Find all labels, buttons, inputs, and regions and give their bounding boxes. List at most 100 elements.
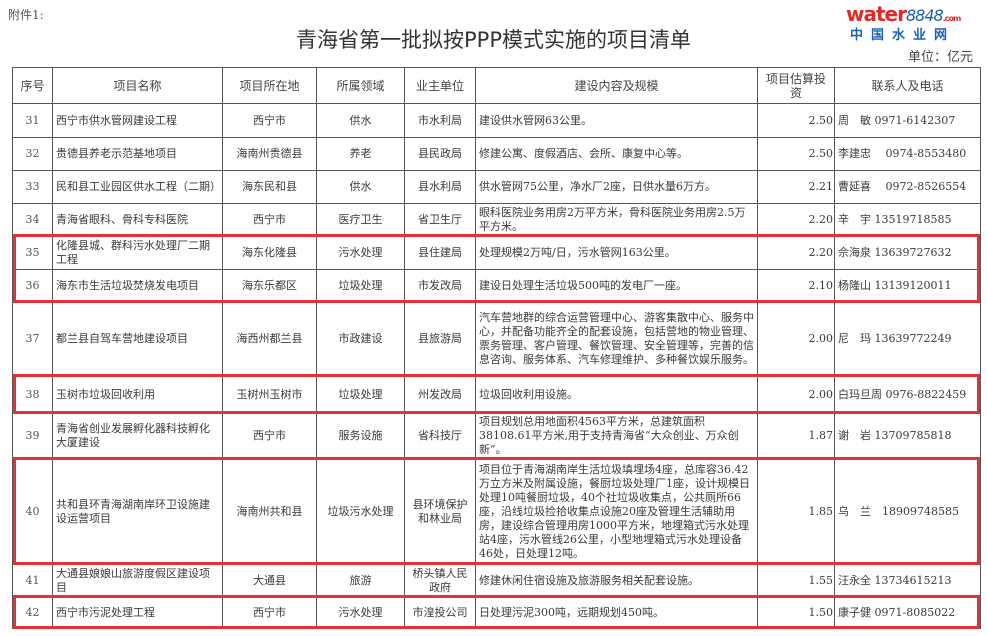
table-row: 38 玉树市垃圾回收利用 玉树州玉树市 垃圾处理 州发改局 垃圾回收利用设施。 2.00 白玛… [12, 375, 981, 414]
project-name: 都兰县自驾车营地建设项目 [52, 302, 223, 376]
project-contact: 尼 玛 13639772249 [834, 302, 981, 376]
row-number: 42 [12, 596, 53, 629]
project-content: 供水管网75公里，净水厂2座，日供水量6万方。 [475, 170, 758, 204]
project-content: 眼科医院业务用房2万平方米，骨科医院业务用房2.5万平方米。 [475, 203, 758, 236]
header-location: 项目所在地 [222, 67, 317, 104]
table-row: 35 化隆县城、群科污水处理厂二期工程 海东化隆县 污水处理 县住建局 处理规模2万吨/日… [12, 235, 981, 270]
project-field: 污水处理 [316, 235, 405, 270]
row-number: 37 [12, 302, 53, 376]
project-content: 项目位于青海湖南岸生活垃圾填埋场4座，总库容36.42万立方米及附属设施，餐厨垃… [475, 458, 758, 565]
project-field: 供水 [316, 170, 405, 204]
project-field: 垃圾污水处理 [316, 458, 405, 565]
project-name: 青海省创业发展孵化器科技孵化大厦建设 [52, 413, 223, 459]
project-investment: 2.20 [757, 235, 835, 270]
project-field: 污水处理 [316, 596, 405, 629]
row-number: 34 [12, 203, 53, 236]
project-owner: 市湟投公司 [404, 596, 476, 629]
header-name: 项目名称 [52, 67, 223, 104]
table-row: 31 西宁市供水管网建设工程 西宁市 供水 市水利局 建设供水管网63公里。 2.50 周 敏… [12, 103, 981, 138]
project-name: 玉树市垃圾回收利用 [52, 375, 223, 414]
watermark-logo: water8848.com 中国水业网 [846, 2, 982, 46]
project-content: 建设日处理生活垃圾500吨的发电厂一座。 [475, 269, 758, 303]
project-content: 日处理污泥300吨，远期规划450吨。 [475, 596, 758, 629]
project-owner: 县环境保护和林业局 [404, 458, 476, 565]
watermark-cn: 中国水业网 [850, 28, 956, 43]
table-row: 36 海东市生活垃圾焚烧发电项目 海东乐都区 垃圾处理 市发改局 建设日处理生活垃圾500… [12, 269, 981, 303]
project-investment: 1.50 [757, 596, 835, 629]
header-investment: 项目估算投资 [757, 67, 835, 104]
table-row: 34 青海省眼科、骨科专科医院 西宁市 医疗卫生 省卫生厅 眼科医院业务用房2万平方米，骨… [12, 203, 981, 236]
unit-label: 单位：亿元 [907, 50, 973, 65]
project-investment: 1.87 [757, 413, 835, 459]
project-field: 服务设施 [316, 413, 405, 459]
table-row: 37 都兰县自驾车营地建设项目 海西州都兰县 市政建设 县旅游局 汽车营地群的综合运营管理… [12, 302, 981, 376]
project-owner: 县旅游局 [404, 302, 476, 376]
project-content: 项目规划总用地面积4563平方米，总建筑面积38108.61平方米,用于支持青海… [475, 413, 758, 459]
table-row: 41 大通县娘娘山旅游度假区建设项目 大通县 旅游 桥头镇人民政府 修建休闲住宿设施及旅游… [12, 564, 981, 597]
project-investment: 2.50 [757, 137, 835, 171]
project-location: 海东民和县 [222, 170, 317, 204]
project-investment: 1.85 [757, 458, 835, 565]
project-content: 垃圾回收利用设施。 [475, 375, 758, 414]
header-field: 所属领域 [316, 67, 405, 104]
project-investment: 2.00 [757, 302, 835, 376]
project-contact: 汪永全 13734615213 [834, 564, 981, 597]
project-location: 海东乐都区 [222, 269, 317, 303]
row-number: 31 [12, 103, 53, 138]
project-contact: 辛 宇 13519718585 [834, 203, 981, 236]
project-owner: 县水利局 [404, 170, 476, 204]
project-contact: 佘海泉 13639727632 [834, 235, 981, 270]
table-row: 33 民和县工业园区供水工程（二期） 海东民和县 供水 县水利局 供水管网75公里，净水厂… [12, 170, 981, 204]
project-owner: 省科技厅 [404, 413, 476, 459]
project-field: 市政建设 [316, 302, 405, 376]
project-owner: 县民政局 [404, 137, 476, 171]
row-number: 39 [12, 413, 53, 459]
project-location: 玉树州玉树市 [222, 375, 317, 414]
header-seq: 序号 [12, 67, 53, 104]
project-location: 西宁市 [222, 103, 317, 138]
table-row: 32 贵德县养老示范基地项目 海南州贵德县 养老 县民政局 修建公寓、度假酒店、会所、康复… [12, 137, 981, 171]
row-number: 33 [12, 170, 53, 204]
project-location: 大通县 [222, 564, 317, 597]
project-content: 建设供水管网63公里。 [475, 103, 758, 138]
project-name: 贵德县养老示范基地项目 [52, 137, 223, 171]
project-contact: 李建忠 0974-8553480 [834, 137, 981, 171]
project-content: 修建公寓、度假酒店、会所、康复中心等。 [475, 137, 758, 171]
project-owner: 州发改局 [404, 375, 476, 414]
watermark-brand: water8848.com [846, 2, 961, 26]
project-investment: 1.55 [757, 564, 835, 597]
project-contact: 康子健 0971-8085022 [834, 596, 981, 629]
row-number: 40 [12, 458, 53, 565]
row-number: 38 [12, 375, 53, 414]
project-name: 西宁市供水管网建设工程 [52, 103, 223, 138]
project-name: 西宁市污泥处理工程 [52, 596, 223, 629]
project-location: 西宁市 [222, 596, 317, 629]
row-number: 41 [12, 564, 53, 597]
row-number: 36 [12, 269, 53, 303]
row-number: 35 [12, 235, 53, 270]
table-row: 40 共和县环青海湖南岸环卫设施建设运营项目 海南州共和县 垃圾污水处理 县环境保护和林… [12, 458, 981, 565]
header-content: 建设内容及规模 [475, 67, 758, 104]
project-location: 海东化隆县 [222, 235, 317, 270]
project-investment: 2.10 [757, 269, 835, 303]
project-investment: 2.20 [757, 203, 835, 236]
project-content: 处理规模2万吨/日，污水管网163公里。 [475, 235, 758, 270]
project-name: 青海省眼科、骨科专科医院 [52, 203, 223, 236]
row-number: 32 [12, 137, 53, 171]
project-field: 医疗卫生 [316, 203, 405, 236]
project-location: 海南州共和县 [222, 458, 317, 565]
project-field: 垃圾处理 [316, 375, 405, 414]
project-contact: 乌 兰 18909748585 [834, 458, 981, 565]
table-row: 39 青海省创业发展孵化器科技孵化大厦建设 西宁市 服务设施 省科技厅 项目规划总用地面积… [12, 413, 981, 459]
project-contact: 白玛旦周 0976-8822459 [834, 375, 981, 414]
project-name: 大通县娘娘山旅游度假区建设项目 [52, 564, 223, 597]
header-owner: 业主单位 [404, 67, 476, 104]
document-title: 青海省第一批拟按PPP模式实施的项目清单 [296, 28, 691, 52]
project-contact: 谢 岩 13709785818 [834, 413, 981, 459]
project-field: 养老 [316, 137, 405, 171]
project-field: 供水 [316, 103, 405, 138]
project-investment: 2.21 [757, 170, 835, 204]
project-investment: 2.00 [757, 375, 835, 414]
project-owner: 桥头镇人民政府 [404, 564, 476, 597]
project-owner: 省卫生厅 [404, 203, 476, 236]
